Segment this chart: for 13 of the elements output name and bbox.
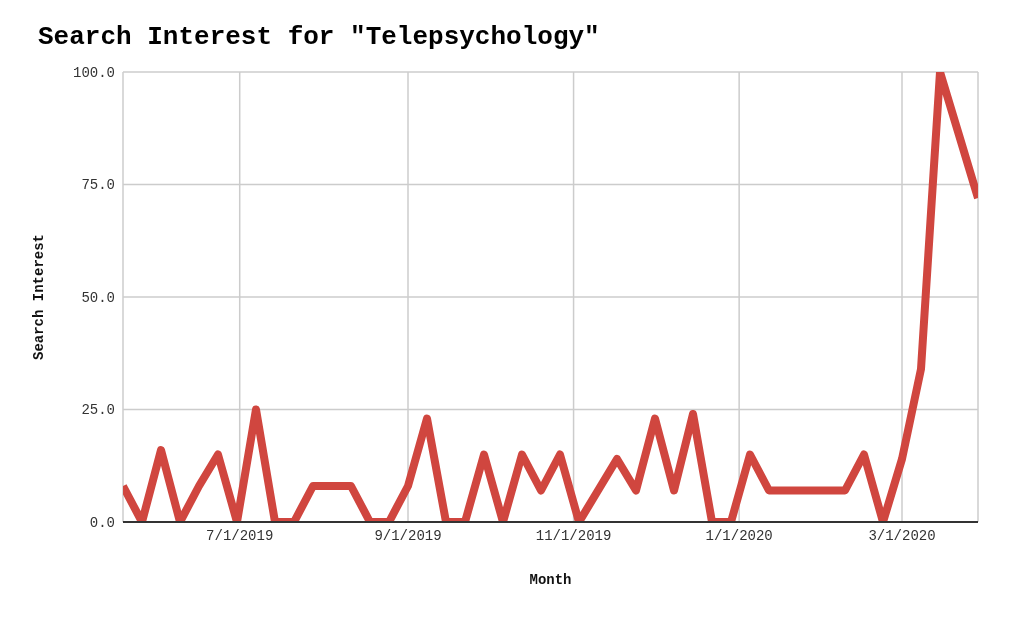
y-tick-label: 50.0 bbox=[81, 289, 115, 306]
x-tick-label: 1/1/2020 bbox=[705, 527, 773, 544]
chart-title: Search Interest for "Telepsychology" bbox=[38, 22, 601, 52]
y-axis-title: Search Interest bbox=[30, 233, 47, 361]
x-tick-label: 7/1/2019 bbox=[206, 527, 274, 544]
x-tick-label: 3/1/2020 bbox=[868, 527, 936, 544]
y-tick-label: 0.0 bbox=[89, 514, 115, 531]
x-tick-label: 11/1/2019 bbox=[535, 527, 612, 544]
y-tick-label: 100.0 bbox=[72, 64, 115, 81]
x-axis-title: Month bbox=[529, 572, 572, 588]
y-tick-label: 75.0 bbox=[81, 177, 115, 194]
x-tick-label: 9/1/2019 bbox=[374, 527, 442, 544]
y-tick-label: 25.0 bbox=[81, 402, 115, 419]
